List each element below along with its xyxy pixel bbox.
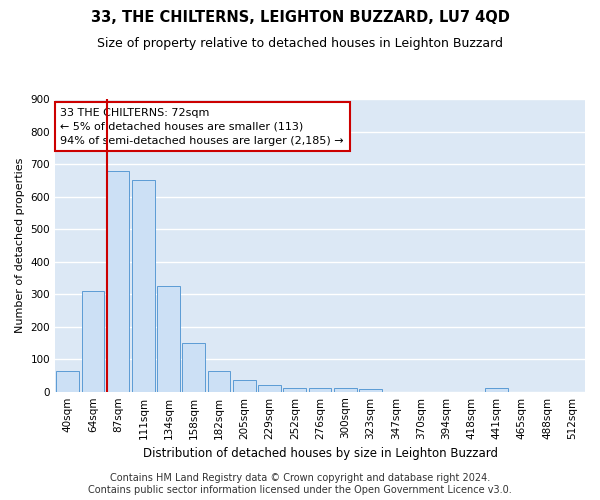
Text: 33 THE CHILTERNS: 72sqm
← 5% of detached houses are smaller (113)
94% of semi-de: 33 THE CHILTERNS: 72sqm ← 5% of detached… <box>61 108 344 146</box>
Bar <box>132 180 155 392</box>
Bar <box>334 388 356 392</box>
Text: Size of property relative to detached houses in Leighton Buzzard: Size of property relative to detached ho… <box>97 38 503 51</box>
Bar <box>233 380 256 392</box>
Text: Contains HM Land Registry data © Crown copyright and database right 2024.
Contai: Contains HM Land Registry data © Crown c… <box>88 474 512 495</box>
Bar <box>485 388 508 392</box>
Bar <box>258 385 281 392</box>
Y-axis label: Number of detached properties: Number of detached properties <box>15 158 25 333</box>
Bar <box>359 389 382 392</box>
Bar <box>157 286 180 392</box>
Bar <box>107 170 130 392</box>
Text: 33, THE CHILTERNS, LEIGHTON BUZZARD, LU7 4QD: 33, THE CHILTERNS, LEIGHTON BUZZARD, LU7… <box>91 10 509 25</box>
Bar <box>56 370 79 392</box>
Bar <box>308 388 331 392</box>
Bar <box>82 291 104 392</box>
Bar <box>182 343 205 392</box>
X-axis label: Distribution of detached houses by size in Leighton Buzzard: Distribution of detached houses by size … <box>143 447 497 460</box>
Bar <box>208 370 230 392</box>
Bar <box>283 388 306 392</box>
